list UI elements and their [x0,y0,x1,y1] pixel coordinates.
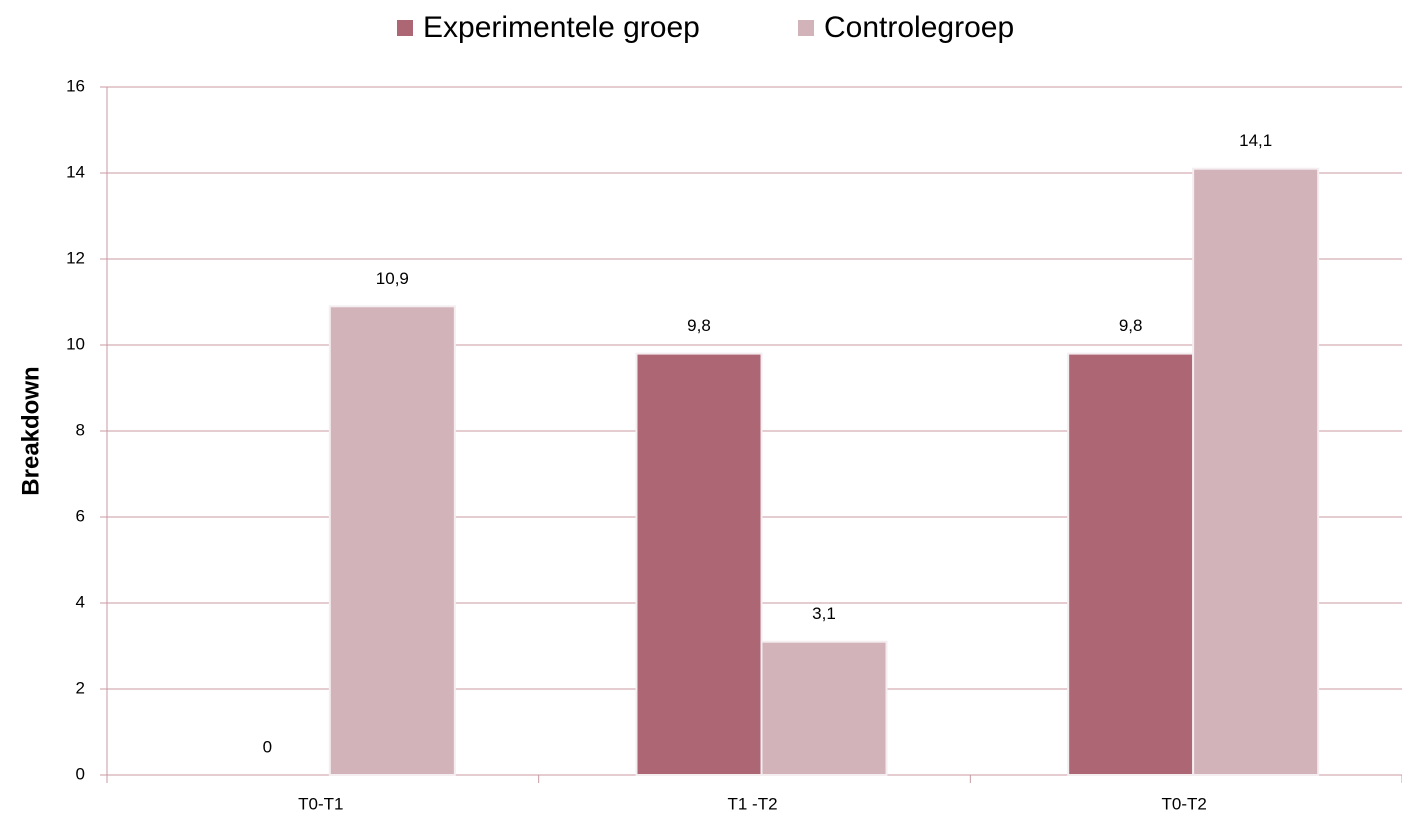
y-tick-label: 10 [66,334,85,353]
data-label: 3,1 [812,604,836,623]
x-tick-label: T0-T2 [1161,794,1206,813]
y-tick-label: 2 [76,678,85,697]
data-label: 0 [263,737,272,756]
bar [328,305,456,776]
bar [635,352,763,776]
y-tick-label: 8 [76,420,85,439]
legend-swatch [397,20,413,36]
data-label: 14,1 [1239,131,1272,150]
data-label: 9,8 [687,316,711,335]
data-label: 9,8 [1119,316,1143,335]
bar [760,640,888,777]
y-tick-label: 12 [66,248,85,267]
bar [1192,167,1320,776]
x-tick-label: T1 -T2 [727,794,777,813]
legend-label: Experimentele groep [423,11,700,44]
data-label: 10,9 [376,269,409,288]
legend-label: Controlegroep [824,11,1014,44]
y-tick-label: 6 [76,506,85,525]
y-tick-label: 0 [76,764,85,783]
legend-swatch [798,20,814,36]
x-tick-label: T0-T1 [298,794,343,813]
y-tick-label: 4 [76,592,85,611]
y-tick-label: 14 [66,162,85,181]
bar [1067,352,1195,776]
y-tick-label: 16 [66,76,85,95]
y-axis-title: Breakdown [17,366,44,495]
